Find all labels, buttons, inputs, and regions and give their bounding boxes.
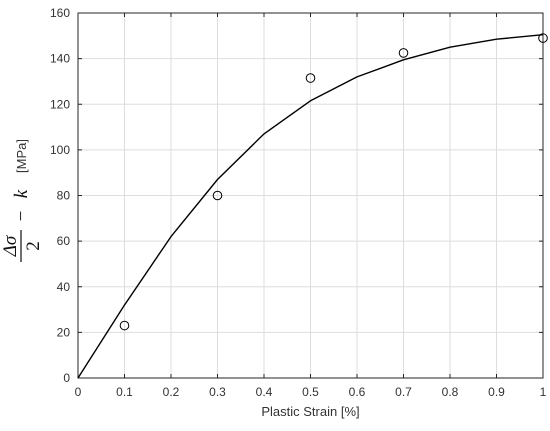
- y-label-k: k: [11, 189, 32, 198]
- x-tick-label: 0.1: [116, 385, 133, 399]
- x-tick-label: 0.5: [302, 385, 319, 399]
- x-tick-label: 0.9: [488, 385, 505, 399]
- y-label-denominator: 2: [23, 241, 44, 251]
- y-tick-label: 120: [50, 97, 70, 111]
- model-curve: [77, 34, 544, 379]
- y-axis-label: Δσ 2 − k [MPa]: [0, 139, 44, 262]
- data-point: [305, 73, 316, 83]
- y-label-numerator: Δσ: [0, 235, 21, 257]
- ticks: 0 0.1 0.2 0.3 0.4 0.5 0.6 0.7 0.8 0.9 1 0 20 40 60 80 10…: [50, 6, 547, 399]
- x-tick-label: 0.8: [442, 385, 459, 399]
- x-tick-label: 0.7: [395, 385, 412, 399]
- y-tick-label: 80: [57, 189, 71, 203]
- y-tick-label: 140: [50, 52, 70, 66]
- y-label-unit: [MPa]: [14, 139, 29, 173]
- x-axis-label: Plastic Strain [%]: [261, 404, 359, 419]
- y-label-minus: −: [11, 211, 32, 222]
- data-point: [538, 33, 548, 43]
- series: [77, 33, 548, 379]
- y-tick-label: 60: [57, 234, 71, 248]
- x-tick-label: 0.4: [256, 385, 273, 399]
- data-point: [398, 48, 409, 58]
- data-point: [119, 320, 130, 331]
- data-point: [212, 190, 223, 201]
- y-tick-label: 100: [50, 143, 70, 157]
- x-tick-label: 0.3: [209, 385, 226, 399]
- x-tick-label: 0: [75, 385, 82, 399]
- x-tick-label: 1: [540, 385, 547, 399]
- y-tick-label: 0: [63, 371, 70, 385]
- y-tick-label: 20: [57, 325, 71, 339]
- grid: [78, 13, 543, 378]
- y-tick-label: 160: [50, 6, 70, 20]
- y-tick-label: 40: [57, 280, 71, 294]
- x-tick-label: 0.6: [349, 385, 366, 399]
- x-tick-label: 0.2: [163, 385, 180, 399]
